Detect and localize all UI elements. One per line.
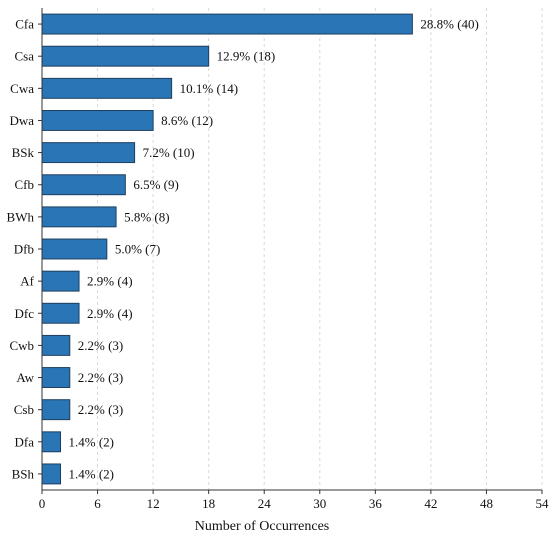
category-label: Csa xyxy=(15,49,35,64)
x-tick-label: 24 xyxy=(258,496,272,511)
x-tick-labels: 0 6 12 18 24 30 36 42 48 54 xyxy=(39,490,549,511)
category-label: BWh xyxy=(7,209,35,224)
data-label: 7.2% (10) xyxy=(143,145,195,160)
x-tick-label: 48 xyxy=(480,496,493,511)
category-label: Csb xyxy=(14,402,34,417)
bar-cwa xyxy=(41,77,173,99)
x-axis-title: Number of Occurrences xyxy=(195,519,330,534)
bar-cfa xyxy=(41,13,413,35)
category-labels: Cfa Csa Cwa Dwa BSk Cfb BWh Dfb Af Dfc Cwb Aw Csb Dfa… xyxy=(7,17,42,481)
bar-af xyxy=(41,270,80,292)
category-label: Cwa xyxy=(10,81,34,96)
data-label: 12.9% (18) xyxy=(217,49,276,64)
category-label: Af xyxy=(20,274,34,289)
bar-dfc xyxy=(41,302,80,324)
x-tick-label: 54 xyxy=(536,496,550,511)
bar-dfb xyxy=(41,238,108,260)
data-label: 6.5% (9) xyxy=(133,177,179,192)
bar-aw xyxy=(41,367,71,388)
bar-bsh xyxy=(41,463,62,485)
category-label: Dfb xyxy=(14,242,34,257)
bar-cwb xyxy=(41,334,71,356)
x-tick-label: 6 xyxy=(94,496,101,511)
data-label: 10.1% (14) xyxy=(180,81,239,96)
x-tick-label: 42 xyxy=(424,496,437,511)
category-label: Aw xyxy=(16,370,34,385)
data-label: 5.0% (7) xyxy=(115,242,161,257)
data-label: 5.8% (8) xyxy=(124,209,169,224)
bar-csb xyxy=(41,399,71,421)
category-label: Cfb xyxy=(15,177,35,192)
bar-cfb xyxy=(41,174,126,196)
bar-bwh xyxy=(41,206,117,228)
category-label: Dwa xyxy=(9,113,34,128)
category-label: BSk xyxy=(12,145,35,160)
category-label: Dfa xyxy=(15,434,35,449)
category-label: Cfa xyxy=(15,17,34,32)
data-label: 28.8% (40) xyxy=(420,17,479,32)
data-labels: 28.8% (40) 12.9% (18) 10.1% (14) 8.6% (12) 7… xyxy=(69,17,479,482)
bar-dfa xyxy=(41,431,62,453)
x-tick-label: 36 xyxy=(369,496,383,511)
data-label: 2.2% (3) xyxy=(78,370,124,385)
category-label: Cwb xyxy=(9,338,34,353)
category-label: BSh xyxy=(12,466,35,481)
data-label: 2.2% (3) xyxy=(78,338,124,353)
x-tick-label: 18 xyxy=(202,496,215,511)
data-label: 2.9% (4) xyxy=(87,306,133,321)
x-tick-label: 30 xyxy=(313,496,326,511)
data-label: 1.4% (2) xyxy=(69,434,115,449)
x-tick-label: 12 xyxy=(147,496,160,511)
category-label: Dfc xyxy=(15,306,35,321)
bar-bsk xyxy=(41,142,136,164)
data-label: 2.2% (3) xyxy=(78,402,124,417)
x-tick-label: 0 xyxy=(39,496,46,511)
bar-csa xyxy=(41,45,210,67)
data-label: 8.6% (12) xyxy=(161,113,213,128)
bar-dwa xyxy=(41,110,154,131)
data-label: 2.9% (4) xyxy=(87,274,133,289)
data-label: 1.4% (2) xyxy=(69,466,115,481)
